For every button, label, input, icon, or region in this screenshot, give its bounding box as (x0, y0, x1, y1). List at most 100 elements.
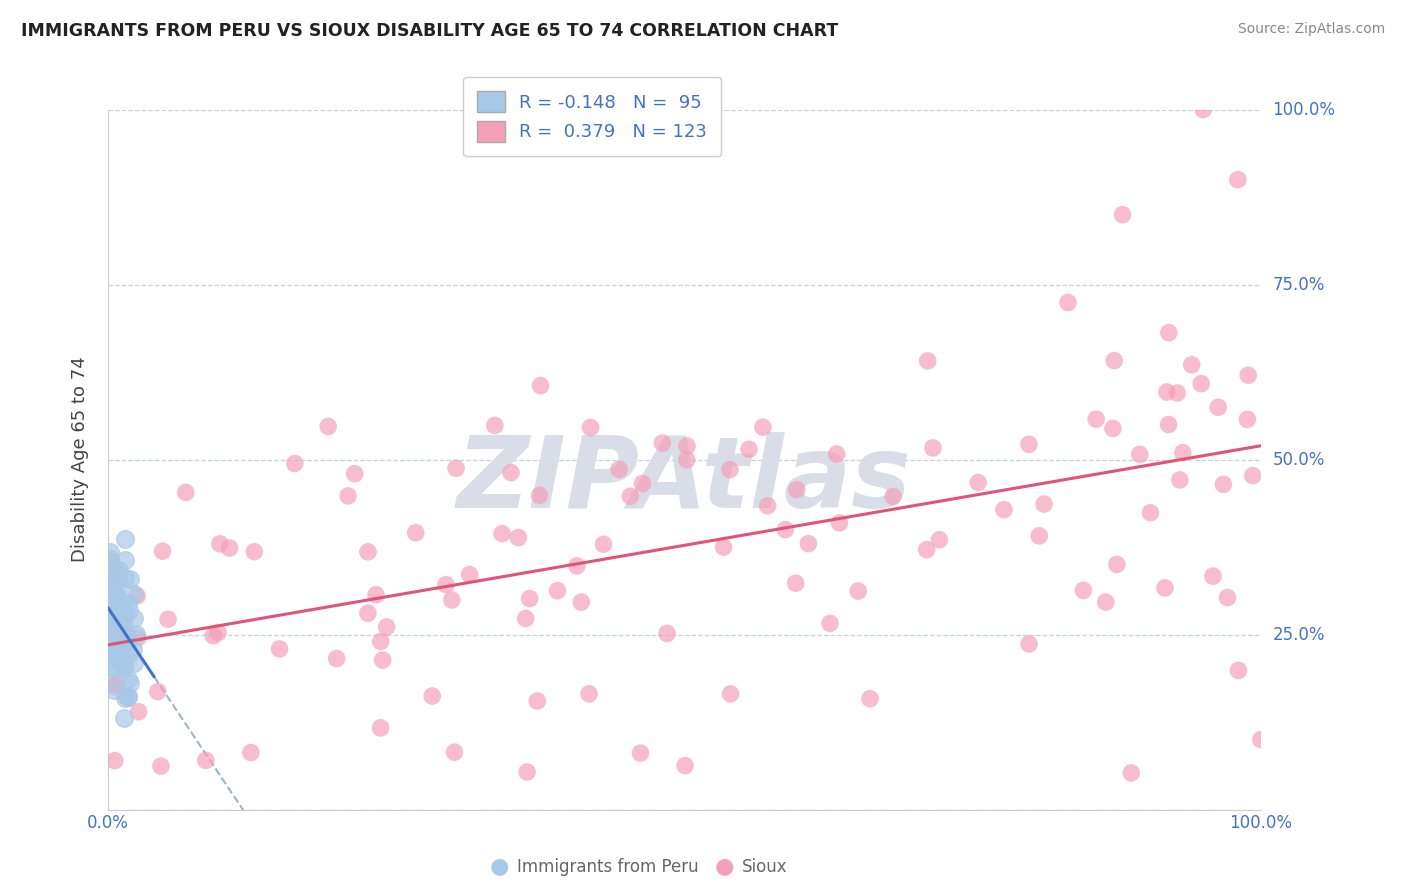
Point (98, 555, 121, 569)
Point (103, 640, 125, 655)
Point (208, 537, 231, 551)
Point (101, 607, 124, 622)
Point (101, 637, 124, 651)
Point (103, 563, 125, 577)
Point (1250, 732, 1272, 747)
Point (458, 567, 481, 582)
Point (118, 647, 141, 661)
Point (127, 631, 149, 645)
Point (1216, 591, 1239, 605)
Point (1237, 368, 1260, 383)
Point (152, 544, 174, 558)
Point (98, 611, 121, 625)
Point (100, 621, 122, 635)
Point (1057, 295, 1080, 310)
Point (104, 632, 127, 647)
Point (98, 609, 121, 624)
Point (818, 616, 841, 631)
Point (127, 589, 149, 603)
Point (1094, 595, 1116, 609)
Point (1085, 412, 1108, 426)
Point (967, 475, 990, 490)
Point (375, 620, 398, 634)
Point (713, 540, 735, 554)
Point (1105, 558, 1128, 572)
Point (101, 605, 124, 619)
Point (440, 593, 463, 607)
Point (112, 711, 135, 725)
Point (631, 476, 654, 491)
Point (720, 687, 742, 701)
Text: Source: ZipAtlas.com: Source: ZipAtlas.com (1237, 22, 1385, 37)
Text: Sioux: Sioux (742, 858, 787, 876)
Point (1192, 103, 1215, 117)
Point (97, 620, 120, 634)
Legend: R = -0.148   N =  95, R =  0.379   N = 123: R = -0.148 N = 95, R = 0.379 N = 123 (463, 77, 721, 156)
Point (110, 632, 132, 647)
Point (1236, 412, 1258, 426)
Point (108, 564, 131, 578)
Point (1018, 437, 1040, 451)
Point (101, 607, 124, 622)
Point (1166, 386, 1188, 401)
Point (915, 542, 938, 557)
Point (98, 602, 121, 616)
Point (112, 657, 135, 672)
Point (114, 553, 136, 567)
Point (100, 605, 122, 619)
Point (673, 758, 696, 772)
Point (1139, 506, 1161, 520)
Point (1157, 417, 1180, 432)
Point (117, 690, 139, 704)
Text: 25.0%: 25.0% (1272, 625, 1324, 643)
Point (100, 619, 122, 633)
Point (859, 691, 882, 706)
Point (218, 541, 240, 555)
Point (529, 378, 551, 392)
Point (675, 452, 697, 467)
Point (655, 626, 678, 640)
Point (98, 557, 121, 571)
Point (1189, 376, 1212, 391)
Point (607, 462, 630, 476)
Point (103, 680, 125, 694)
Point (1226, 172, 1249, 186)
Point (114, 660, 136, 674)
Point (519, 591, 541, 606)
Point (111, 609, 134, 624)
Point (105, 676, 128, 690)
Point (1171, 445, 1194, 459)
Point (100, 604, 122, 618)
Point (1104, 353, 1126, 368)
Point (98, 616, 121, 631)
Text: ●: ● (714, 856, 734, 876)
Point (1121, 765, 1143, 780)
Point (115, 629, 138, 643)
Point (114, 690, 136, 705)
Point (105, 662, 128, 676)
Point (103, 564, 125, 578)
Point (105, 627, 128, 641)
Point (917, 354, 939, 368)
Text: 100.0%: 100.0% (1272, 101, 1336, 119)
Point (797, 536, 820, 550)
Point (98, 545, 121, 559)
Point (1241, 468, 1264, 483)
Point (738, 442, 761, 457)
Point (529, 488, 551, 502)
Point (122, 641, 145, 656)
Point (103, 619, 125, 633)
Point (111, 603, 134, 617)
Point (110, 608, 132, 623)
Point (1154, 581, 1177, 595)
Point (207, 625, 229, 640)
Point (508, 531, 530, 545)
Point (676, 439, 699, 453)
Point (592, 537, 614, 551)
Point (97, 596, 120, 610)
Point (269, 642, 291, 657)
Point (103, 619, 125, 633)
Point (104, 590, 127, 604)
Point (97, 606, 120, 620)
Point (194, 753, 217, 767)
